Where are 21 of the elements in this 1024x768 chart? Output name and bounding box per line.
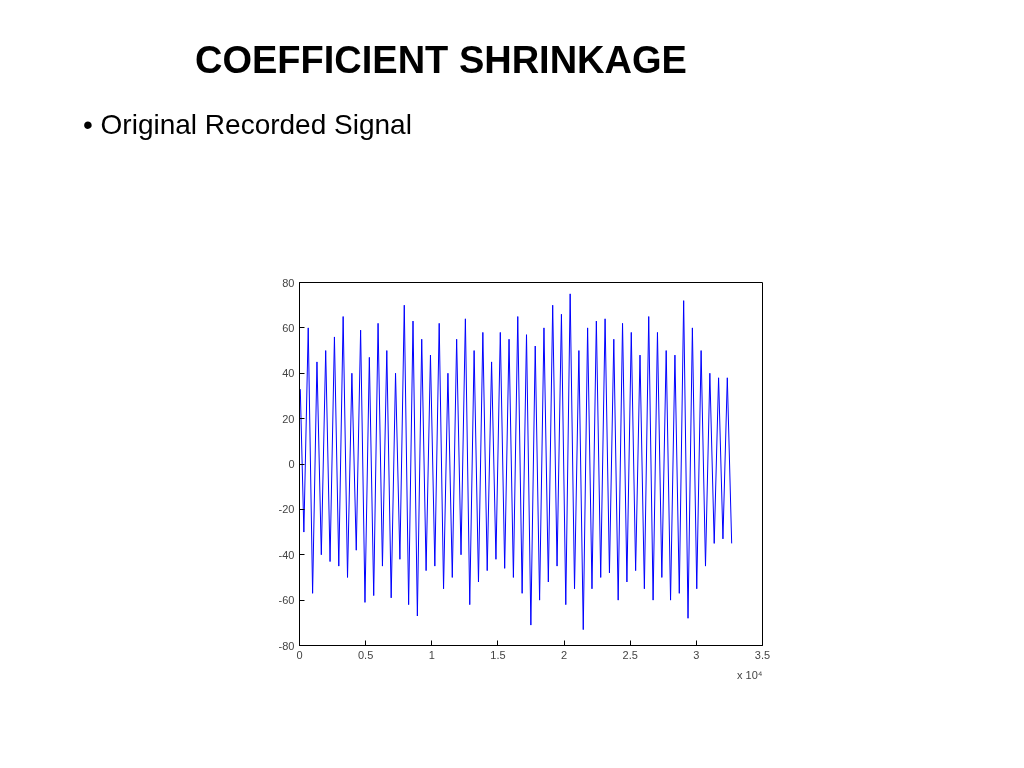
y-tick-label: -60 — [278, 594, 295, 607]
x-tick-label: 1 — [428, 648, 435, 661]
text: x 10⁴ — [736, 668, 763, 681]
x-tick-label: 3 — [693, 648, 700, 661]
x-tick-label: 2.5 — [622, 648, 638, 661]
y-tick-label: -80 — [278, 639, 295, 652]
x-tick-label: 1.5 — [490, 648, 506, 661]
line-series — [299, 293, 733, 631]
x-tick-label: 2 — [561, 648, 568, 661]
chart-subtitle: • Original Recorded Signal — [83, 108, 412, 142]
x-tick-label: 3.5 — [754, 648, 771, 661]
x-tick-label: 0 — [296, 648, 303, 661]
x-tick-label: 0.5 — [358, 648, 374, 661]
y-tick-label: 0 — [288, 458, 295, 470]
y-tick-label: 40 — [282, 367, 295, 380]
y-tick-label: 80 — [282, 276, 295, 289]
y-tick-label: -40 — [278, 548, 295, 561]
y-tick-label: 60 — [282, 321, 295, 334]
chart-title: COEFFICIENT SHRINKAGE — [195, 38, 687, 83]
y-tick-label: 20 — [282, 412, 295, 425]
y-tick-label: -20 — [278, 503, 295, 516]
